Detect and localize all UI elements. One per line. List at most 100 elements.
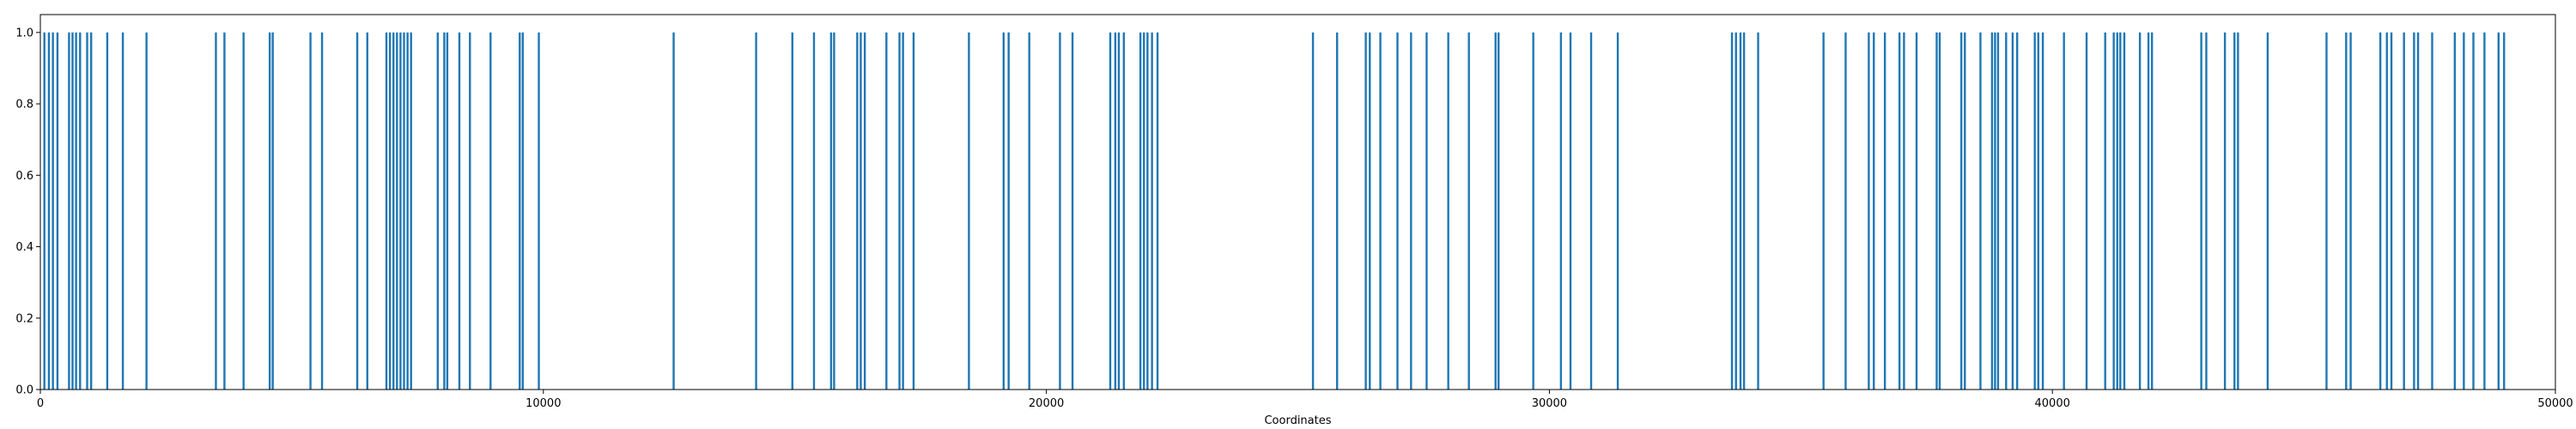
bar-108 bbox=[2033, 32, 2036, 390]
bar-103 bbox=[1994, 32, 1996, 390]
y-tick-label: 0.8 bbox=[15, 99, 33, 112]
bar-91 bbox=[1868, 32, 1870, 390]
bar-135 bbox=[2416, 32, 2420, 390]
y-tick-label: 0.2 bbox=[15, 312, 33, 325]
bar-71 bbox=[1379, 32, 1382, 390]
bar-74 bbox=[1425, 32, 1428, 390]
bar-92 bbox=[1873, 32, 1875, 390]
bar-16 bbox=[268, 32, 271, 390]
bar-58 bbox=[1109, 32, 1112, 390]
bar-80 bbox=[1559, 32, 1563, 390]
bar-3 bbox=[56, 32, 59, 390]
bar-90 bbox=[1844, 32, 1847, 390]
bar-49 bbox=[898, 32, 901, 390]
bar-131 bbox=[2385, 32, 2388, 390]
bar-67 bbox=[1311, 32, 1315, 390]
x-tick-label: 50000 bbox=[2537, 397, 2573, 410]
bar-128 bbox=[2345, 32, 2348, 390]
bar-60 bbox=[1117, 32, 1121, 390]
y-tick-label: 0.6 bbox=[15, 170, 33, 183]
bar-140 bbox=[2483, 32, 2486, 390]
bar-125 bbox=[2237, 32, 2239, 390]
y-tick-label: 0.0 bbox=[15, 384, 33, 397]
bar-110 bbox=[2041, 32, 2044, 390]
bar-82 bbox=[1589, 32, 1593, 390]
bar-121 bbox=[2200, 32, 2202, 390]
bar-137 bbox=[2453, 32, 2457, 390]
bars-group bbox=[43, 32, 2506, 390]
bar-87 bbox=[1742, 32, 1746, 390]
bar-133 bbox=[2403, 32, 2405, 390]
bar-115 bbox=[2116, 32, 2118, 390]
bar-70 bbox=[1369, 32, 1371, 390]
bar-129 bbox=[2349, 32, 2352, 390]
bar-39 bbox=[672, 32, 675, 390]
bar-139 bbox=[2472, 32, 2475, 390]
bar-44 bbox=[833, 32, 835, 390]
axes-frame bbox=[39, 14, 2556, 390]
bar-114 bbox=[2112, 32, 2115, 390]
bar-21 bbox=[366, 32, 368, 390]
bar-5 bbox=[71, 32, 74, 390]
ticks-group: 0 10000 20000 30000 40000 50000 0.0 0.2 0.4 0.6 0.… bbox=[15, 27, 2573, 410]
bar-9 bbox=[89, 32, 93, 390]
bar-52 bbox=[968, 32, 970, 390]
bar-38 bbox=[538, 32, 540, 390]
bar-57 bbox=[1071, 32, 1074, 390]
bar-41 bbox=[791, 32, 793, 390]
bar-63 bbox=[1143, 32, 1145, 390]
bar-59 bbox=[1114, 32, 1117, 390]
bar-66 bbox=[1156, 32, 1159, 390]
bar-48 bbox=[885, 32, 888, 390]
bar-85 bbox=[1735, 32, 1737, 390]
bar-68 bbox=[1335, 32, 1339, 390]
bar-100 bbox=[1964, 32, 1966, 390]
bar-102 bbox=[1990, 32, 1994, 390]
bar-86 bbox=[1739, 32, 1742, 390]
bar-15 bbox=[242, 32, 245, 390]
bar-84 bbox=[1730, 32, 1734, 390]
bar-50 bbox=[902, 32, 904, 390]
bar-55 bbox=[1028, 32, 1030, 390]
bar-25 bbox=[396, 32, 398, 390]
y-tick-label: 1.0 bbox=[15, 27, 33, 39]
bar-98 bbox=[1938, 32, 1941, 390]
bar-136 bbox=[2431, 32, 2433, 390]
x-tick-label: 30000 bbox=[1532, 397, 1567, 410]
bar-11 bbox=[121, 32, 125, 390]
y-tick-label: 0.4 bbox=[15, 241, 33, 254]
bar-99 bbox=[1959, 32, 1963, 390]
bar-107 bbox=[2015, 32, 2019, 390]
bar-119 bbox=[2147, 32, 2150, 390]
bar-6 bbox=[75, 32, 77, 390]
bar-112 bbox=[2085, 32, 2088, 390]
bar-94 bbox=[1898, 32, 1901, 390]
bar-109 bbox=[2037, 32, 2039, 390]
bar-141 bbox=[2497, 32, 2500, 390]
bar-7 bbox=[79, 32, 82, 390]
bar-134 bbox=[2413, 32, 2415, 390]
bar-124 bbox=[2233, 32, 2236, 390]
bar-123 bbox=[2223, 32, 2227, 390]
bar-2 bbox=[52, 32, 54, 390]
bar-32 bbox=[446, 32, 449, 390]
bar-46 bbox=[860, 32, 862, 390]
bar-93 bbox=[1883, 32, 1886, 390]
bar-126 bbox=[2266, 32, 2269, 390]
x-tick-label: 20000 bbox=[1029, 397, 1064, 410]
bar-33 bbox=[458, 32, 461, 390]
bar-65 bbox=[1151, 32, 1153, 390]
bar-130 bbox=[2379, 32, 2382, 390]
bar-30 bbox=[436, 32, 439, 390]
bar-97 bbox=[1935, 32, 1938, 390]
bar-73 bbox=[1410, 32, 1413, 390]
bar-13 bbox=[215, 32, 217, 390]
bar-1 bbox=[47, 32, 51, 390]
bar-83 bbox=[1616, 32, 1619, 390]
bar-79 bbox=[1532, 32, 1534, 390]
x-tick-label: 0 bbox=[37, 397, 44, 410]
bar-127 bbox=[2325, 32, 2328, 390]
bar-36 bbox=[519, 32, 521, 390]
bar-51 bbox=[912, 32, 915, 390]
